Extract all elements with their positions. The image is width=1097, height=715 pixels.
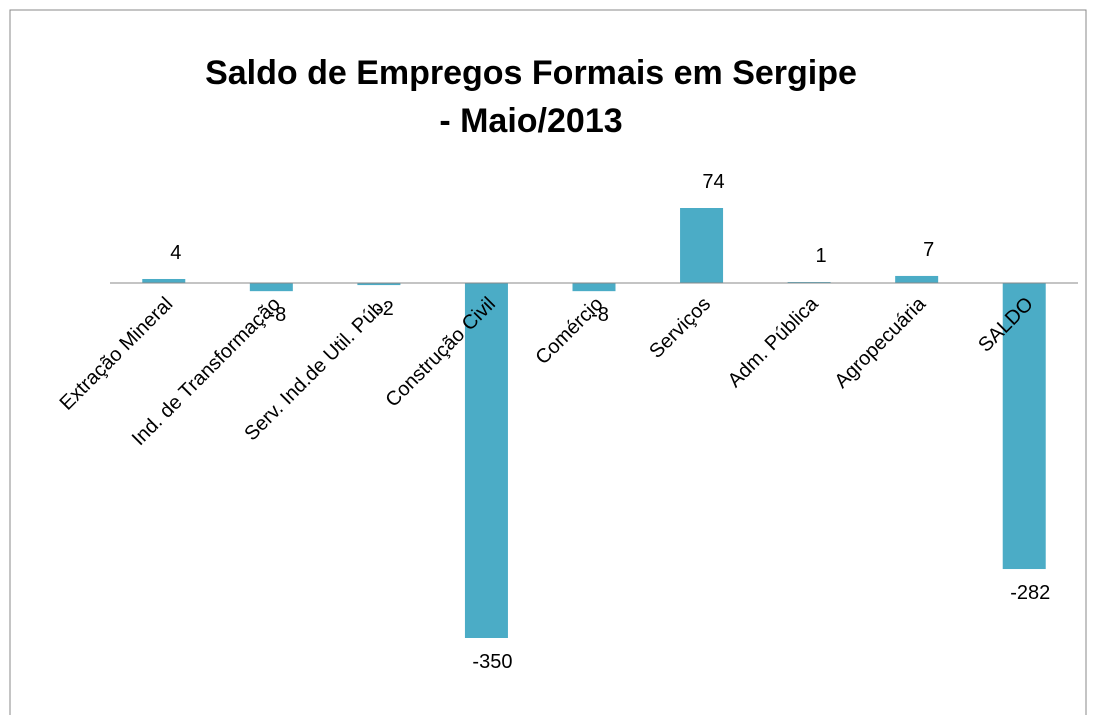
data-label: 7 xyxy=(923,239,934,261)
data-label: -8 xyxy=(268,304,286,326)
bar xyxy=(464,283,508,638)
chart-title: - Maio/2013 xyxy=(439,102,622,140)
bar xyxy=(787,282,831,284)
bar xyxy=(142,278,186,284)
bar xyxy=(1002,283,1046,570)
chart-title: Saldo de Empregos Formais em Sergipe xyxy=(205,54,857,92)
data-label: -282 xyxy=(1010,582,1050,604)
bar xyxy=(895,275,939,284)
bar xyxy=(572,283,616,292)
data-label: -2 xyxy=(376,298,394,320)
data-label: 74 xyxy=(702,171,724,193)
data-label: -350 xyxy=(472,651,512,673)
bar xyxy=(357,283,401,286)
bar xyxy=(249,283,293,292)
bar xyxy=(680,208,724,284)
chart-frame xyxy=(9,9,1087,715)
data-label: 4 xyxy=(170,242,181,264)
data-label: -8 xyxy=(591,304,609,326)
data-label: 1 xyxy=(816,245,827,267)
